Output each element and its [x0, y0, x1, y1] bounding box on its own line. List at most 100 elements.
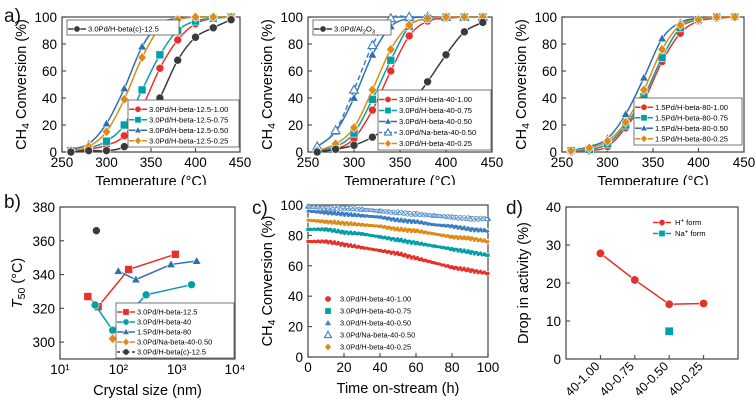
legend-label: 3.0Pd/H-beta-40-1.00: [399, 95, 472, 104]
x-tick-label: 350: [140, 155, 163, 170]
series-point: [329, 219, 333, 223]
series-marker: [166, 259, 176, 268]
legend-label: 3.0Pd/H-beta-12.5-1.00: [149, 105, 228, 114]
legend-label: 3.0Pd/H-beta-40: [137, 318, 191, 327]
y-axis-title: Drop in activity (%): [516, 222, 532, 344]
series-marker: [657, 33, 668, 43]
y-axis: 0 20 40 60 80 100: [280, 10, 312, 160]
y-tick-label: 20: [288, 118, 303, 133]
series-marker: [693, 14, 704, 26]
x-axis: 250 300 350 400 450: [297, 148, 503, 170]
x-tick-label: 250: [297, 155, 320, 170]
series-noise-overlay: [306, 204, 489, 276]
legend-top: 3.0Pd/Al2O3: [312, 19, 392, 36]
chart-b: 10¹ 10² 10³ 10⁴ 300 320 340 360 380 Crystal size …: [10, 200, 246, 399]
y-tick-label: 40: [542, 91, 557, 106]
legend-label: H+ form: [675, 218, 701, 227]
panel-letter-b: b): [4, 192, 21, 213]
series-point: [395, 226, 399, 230]
series-marker: [367, 49, 378, 59]
legend-label: 3.0Pd/H-beta-40-0.75: [340, 307, 411, 316]
y-tick-label: 60: [288, 259, 303, 274]
series-marker: [620, 116, 631, 128]
legend-marker: [640, 114, 648, 122]
legend-marker: [639, 123, 649, 132]
series-point: [332, 240, 336, 244]
series-marker: [386, 43, 396, 55]
x-tick-label: 400: [184, 155, 207, 170]
panel-letter-d: d): [506, 198, 523, 219]
legend-marker: [121, 327, 131, 335]
series-point: [392, 250, 396, 254]
legend-marker: [658, 229, 666, 237]
series-point: [345, 211, 349, 215]
y-axis: 300 320 340 360 380: [32, 200, 64, 350]
series-point: [329, 210, 333, 214]
series-marker: [130, 274, 141, 284]
series-marker: [137, 85, 147, 95]
legend-label: 3.0Pd/H-beta-12.5-0.75: [149, 115, 228, 124]
series-marker: [639, 84, 649, 96]
y-axis-title: CH4 Conversion (%): [260, 216, 278, 347]
x-tick-label: 400: [435, 155, 458, 170]
series-marker: [102, 146, 111, 155]
legend-marker: [384, 96, 392, 104]
series-marker: [113, 265, 124, 275]
series-3: [566, 11, 740, 157]
panel-a2: 250 300 350 400 450 0 20 40 60 80 100 Temperature (…: [250, 0, 506, 185]
series-marker: [422, 12, 433, 24]
x-tick-label: 300: [596, 155, 619, 170]
legend-main: 3.0Pd/H-beta-40-1.00 3.0Pd/H-beta-40-0.75…: [377, 89, 492, 151]
series-line: [599, 252, 704, 306]
series-point: [485, 254, 489, 258]
y-tick-label: 100: [280, 10, 303, 25]
legend-marker: [324, 342, 332, 352]
series-group: [83, 226, 202, 345]
series-marker: [84, 146, 93, 155]
legend-label: 3.0Pd/H-beta-40-0.50: [399, 117, 472, 126]
x-tick-label: 10¹: [50, 362, 70, 377]
legend-box: [633, 97, 743, 146]
legend-label: 3.0Pd/Al2O3: [334, 25, 375, 36]
x-tick-label: 450: [229, 155, 252, 170]
legend-label: 3.0Pd/H-beta-12.5-0.50: [149, 126, 228, 135]
series-marker: [367, 39, 378, 50]
y-tick-label: 30: [546, 238, 561, 253]
series-marker: [66, 147, 76, 157]
series-marker: [368, 132, 377, 142]
legend-marker: [134, 116, 142, 124]
series-point: [485, 229, 489, 233]
series-marker: [208, 11, 219, 23]
series-marker: [441, 50, 451, 60]
x-axis: 250 300 350 400 450: [551, 148, 755, 170]
x-tick-label: 300: [95, 155, 118, 170]
panel-letter-c: c): [252, 198, 268, 219]
legend-marker: [658, 218, 666, 226]
y-tick-label: 0: [549, 145, 557, 160]
series-marker: [141, 290, 151, 300]
legend-marker: [122, 308, 130, 316]
legend-marker: [73, 25, 81, 33]
series-marker: [404, 31, 414, 41]
series-marker: [630, 275, 640, 285]
series-point: [392, 226, 396, 230]
x-tick-label: 10³: [167, 362, 187, 377]
x-tick-label: 250: [51, 155, 74, 170]
legend-label: 3.0Pd/H-beta-40-0.25: [340, 343, 411, 352]
series-marker: [348, 84, 360, 94]
legend-main: 1.5Pd/H-beta-80-1.001.5Pd/H-beta-80-0.75…: [633, 97, 743, 146]
series-point: [412, 240, 416, 244]
y-tick-label: 100: [280, 198, 303, 213]
series-marker: [638, 72, 649, 82]
series-point: [408, 254, 412, 258]
plot-frame: [59, 206, 236, 360]
x-axis: 0 20 40 60 80 100: [304, 353, 499, 375]
series-point: [395, 237, 399, 241]
y-tick-label: 100: [34, 10, 57, 25]
legend-marker: [384, 139, 392, 148]
series-marker: [155, 64, 165, 73]
series-group: [595, 248, 709, 336]
series-marker: [657, 43, 667, 55]
y-tick-label: 10: [546, 314, 561, 329]
panel-a1: 250 300 350 400 450 0 20 40 60 80 100 Temperature (…: [0, 0, 252, 185]
